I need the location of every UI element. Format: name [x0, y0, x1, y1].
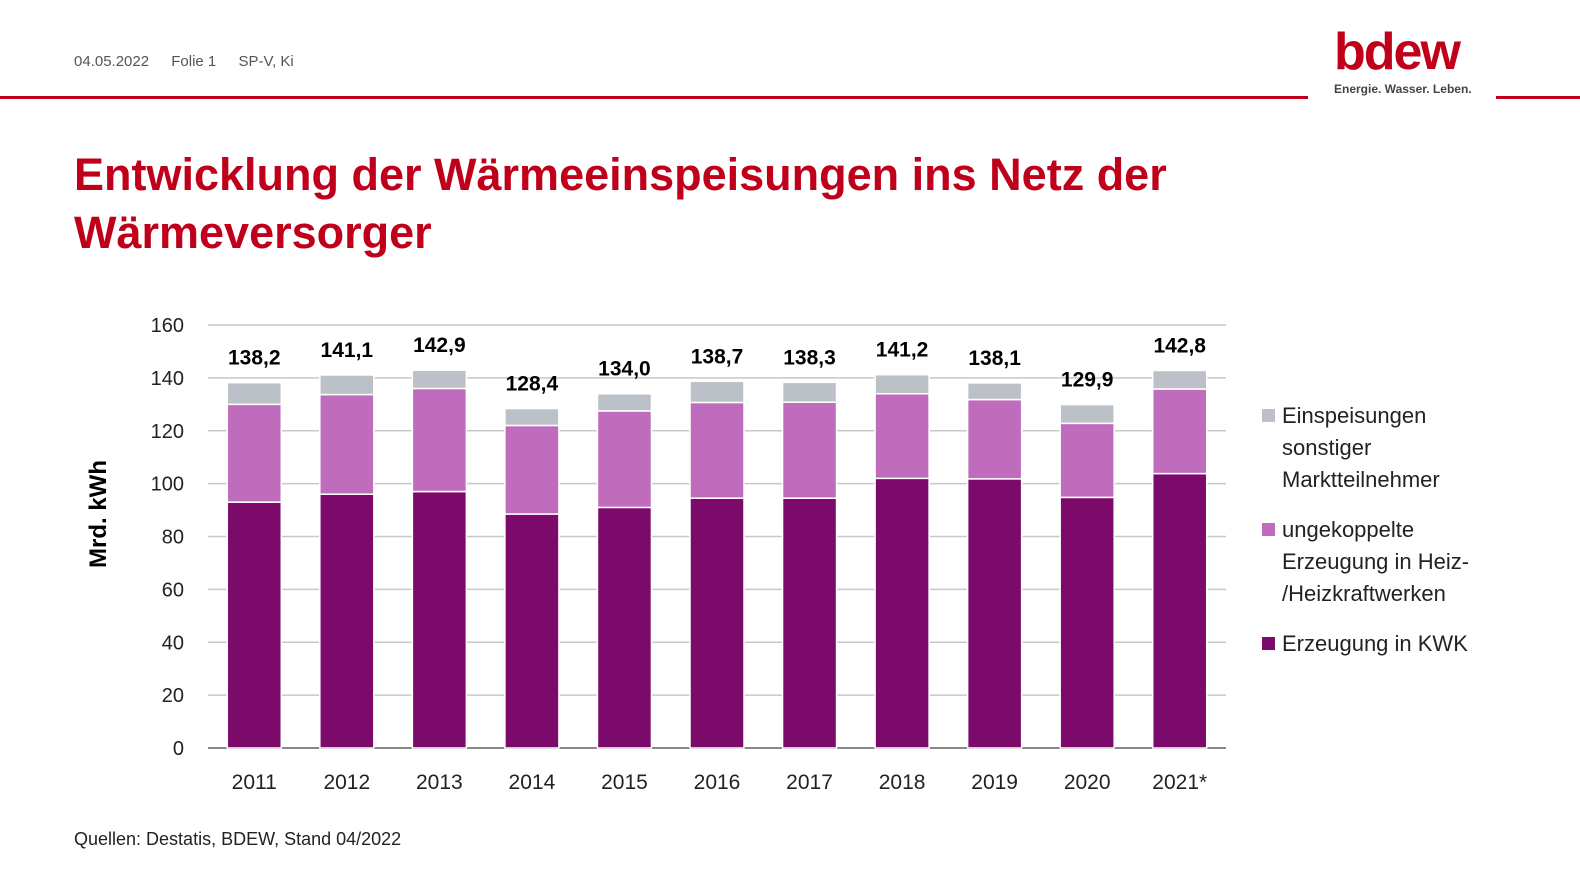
legend-label: Erzeugung in KWK [1282, 631, 1468, 656]
total-label: 129,9 [1061, 369, 1114, 392]
y-axis-ticks: 0 20 40 60 80 100 120 140 160 [151, 315, 184, 760]
bar-segment [319, 493, 375, 749]
header-rule-right [1496, 96, 1580, 99]
legend-label: ungekoppelte [1282, 517, 1415, 542]
bar-segment [966, 478, 1023, 749]
total-label: 142,8 [1153, 334, 1206, 357]
y-tick-label: 0 [173, 738, 184, 760]
x-axis-ticks: 2011 2012 2013 2014 2015 2016 2017 2018 2019 2020… [232, 771, 1207, 794]
legend-label: sonstiger [1282, 435, 1372, 460]
total-label: 141,1 [321, 339, 374, 362]
y-tick-label: 40 [162, 632, 184, 654]
bar-segment [874, 477, 930, 749]
bar-segment [1151, 369, 1208, 390]
y-tick-label: 140 [151, 368, 184, 390]
legend-swatch [1262, 523, 1275, 536]
bar-segment [966, 382, 1023, 401]
x-tick-label: 2017 [786, 771, 833, 794]
legend-label: Erzeugung in Heiz- [1282, 549, 1470, 574]
x-tick-label: 2018 [879, 771, 926, 794]
total-label: 141,2 [876, 339, 929, 362]
legend-item: Einspeisungen sonstiger Marktteilnehmer [1262, 400, 1502, 496]
y-tick-label: 120 [151, 421, 184, 443]
total-label: 128,4 [506, 373, 559, 396]
legend-swatch [1262, 637, 1275, 650]
bar-segment [504, 407, 560, 427]
bar-segment [226, 501, 283, 749]
x-tick-label: 2020 [1064, 771, 1111, 794]
y-tick-label: 160 [151, 315, 184, 337]
legend-item: Erzeugung in KWK [1262, 628, 1502, 660]
slide-date: 04.05.2022 [74, 53, 150, 70]
total-label: 138,3 [783, 346, 836, 369]
bar-segment [689, 380, 745, 404]
x-tick-label: 2021* [1152, 771, 1207, 794]
source-note: Quellen: Destatis, BDEW, Stand 04/2022 [74, 829, 402, 849]
bar-segment [411, 490, 468, 749]
bar-segment [596, 506, 653, 749]
bar-segment [966, 398, 1023, 480]
bar-segment [411, 387, 468, 493]
bar-segment [1059, 496, 1115, 749]
bar-segment [504, 513, 560, 749]
slide-meta: 04.05.2022 Folie 1 SP-V, Ki [74, 53, 312, 70]
bar-segment [411, 369, 468, 390]
slide-number: Folie 1 [171, 53, 217, 70]
bar-segment [781, 401, 838, 499]
x-tick-label: 2016 [694, 771, 741, 794]
total-label: 138,1 [968, 347, 1021, 370]
legend-label: Einspeisungen [1282, 403, 1427, 428]
logo-word: bdew [1334, 23, 1461, 81]
y-tick-label: 100 [151, 474, 184, 496]
total-labels: 138,2 141,1 142,9 128,4 134,0 138,7 138,3 141,2… [228, 334, 1206, 395]
y-axis-label: Mrd. kWh [85, 460, 112, 568]
bar-segment [781, 381, 838, 403]
legend-label: /Heizkraftwerken [1282, 581, 1446, 606]
legend-item: ungekoppelte Erzeugung in Heiz- /Heizkraft… [1262, 514, 1502, 610]
bar-segment [319, 393, 375, 495]
bar-segment [689, 497, 745, 749]
page-title: Entwicklung der Wärmeeinspeisungen ins N… [74, 149, 1167, 258]
bar-segment [874, 373, 930, 395]
x-tick-label: 2019 [971, 771, 1018, 794]
bar-segment [596, 392, 653, 412]
x-tick-label: 2015 [601, 771, 648, 794]
slide-author: SP-V, Ki [238, 53, 294, 70]
bar-segment [1151, 472, 1208, 749]
bar-segment [874, 392, 930, 480]
bar-segment [319, 374, 375, 396]
total-label: 138,2 [228, 347, 281, 370]
bar-segment [504, 424, 560, 515]
y-tick-label: 80 [162, 527, 184, 549]
x-tick-label: 2011 [232, 771, 277, 794]
legend-swatch [1262, 409, 1275, 422]
bar-segment [1151, 388, 1208, 475]
legend-label: Marktteilnehmer [1282, 467, 1440, 492]
bar-segment [689, 401, 745, 499]
bar-segment [1059, 403, 1115, 425]
x-tick-label: 2014 [509, 771, 556, 794]
total-label: 138,7 [691, 345, 744, 368]
bar-segment [226, 403, 283, 503]
total-label: 134,0 [598, 358, 651, 381]
bar-segment [226, 381, 283, 406]
bar-segment [1059, 422, 1115, 499]
total-label: 142,9 [413, 334, 466, 357]
y-tick-label: 60 [162, 579, 184, 601]
logo-tagline: Energie. Wasser. Leben. [1334, 82, 1472, 96]
x-tick-label: 2012 [323, 771, 370, 794]
header-rule-left [0, 96, 1308, 99]
legend: Einspeisungen sonstiger Marktteilnehmer ung… [1262, 400, 1502, 678]
bdew-logo: bdew Energie. Wasser. Leben. [1334, 26, 1484, 96]
y-tick-label: 20 [162, 685, 184, 707]
bar-segment [596, 410, 653, 509]
bar-segment [781, 497, 838, 749]
bars [226, 369, 1208, 749]
x-tick-label: 2013 [416, 771, 463, 794]
